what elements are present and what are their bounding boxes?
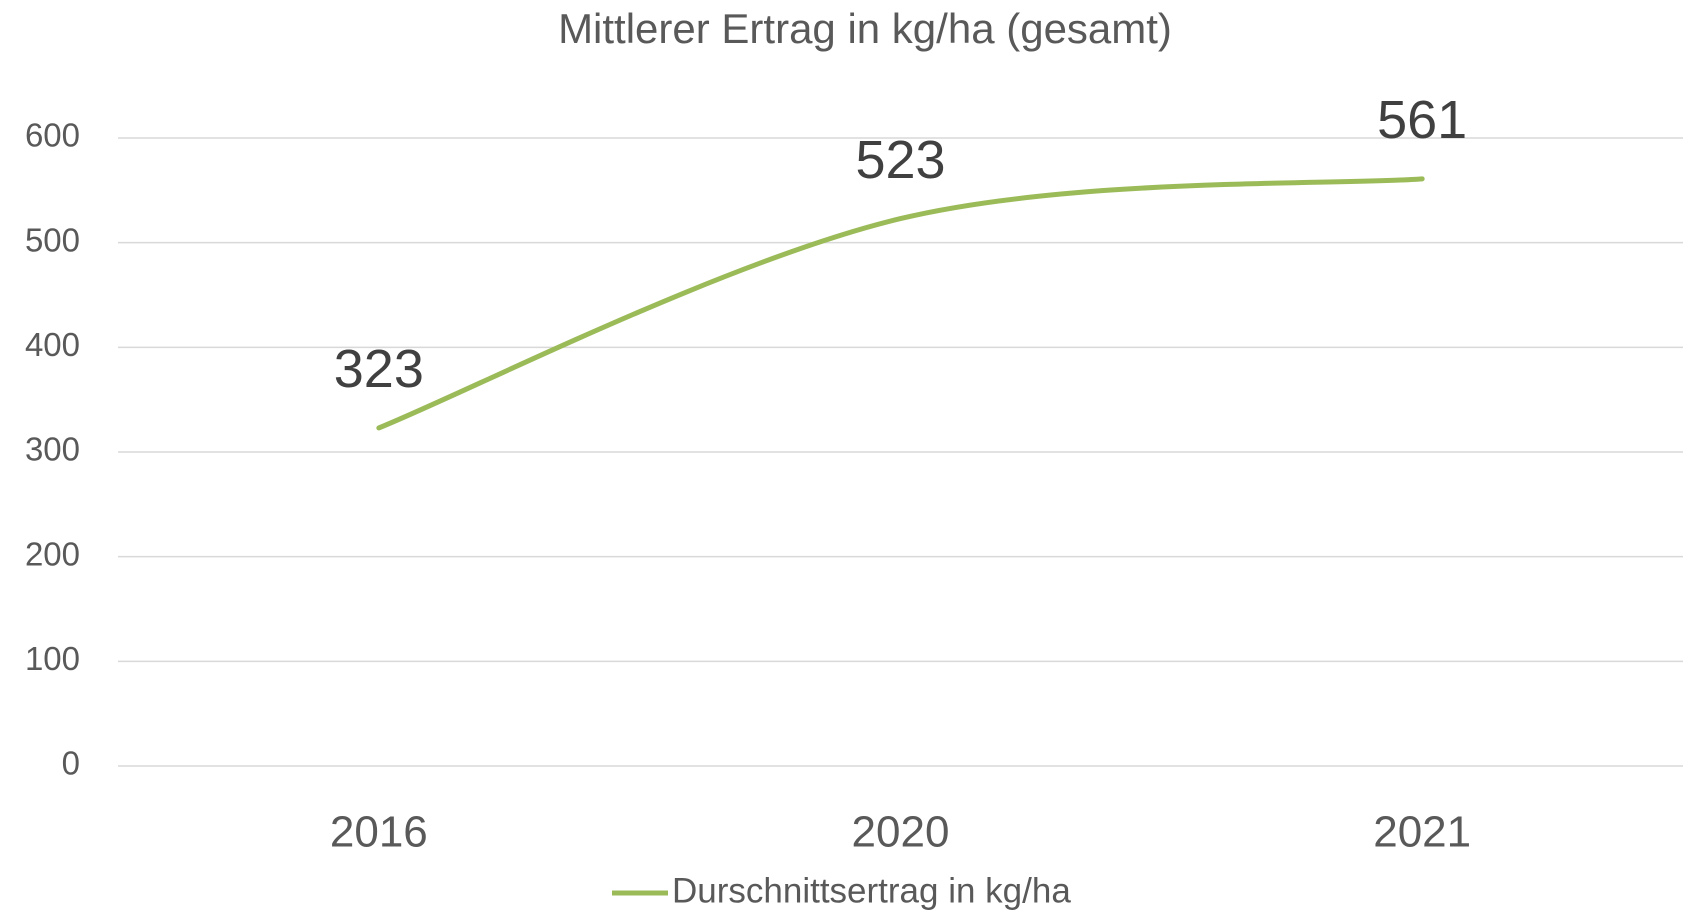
y-tick-label: 400 <box>25 326 80 363</box>
x-tick-label: 2021 <box>1373 808 1471 857</box>
legend-label: Durschnittsertrag in kg/ha <box>672 871 1071 910</box>
y-tick-label: 600 <box>25 117 80 154</box>
y-tick-label: 200 <box>25 535 80 572</box>
y-tick-label: 300 <box>25 431 80 468</box>
y-tick-label: 0 <box>62 745 80 782</box>
y-tick-label: 500 <box>25 221 80 258</box>
chart-title: Mittlerer Ertrag in kg/ha (gesamt) <box>558 5 1172 52</box>
y-tick-label: 100 <box>25 640 80 677</box>
x-tick-label: 2020 <box>852 808 950 857</box>
data-label: 323 <box>334 339 424 399</box>
line <box>376 176 1425 431</box>
x-tick-label: 2016 <box>330 808 428 857</box>
data-label: 561 <box>1377 90 1467 150</box>
data-label: 523 <box>855 130 945 190</box>
